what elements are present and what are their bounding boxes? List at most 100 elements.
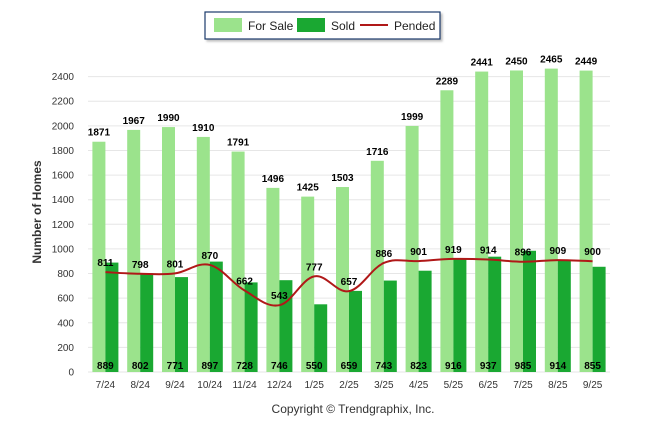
legend-swatch-for-sale [214,18,242,32]
for-sale-value-label: 1503 [331,173,354,184]
for-sale-value-label: 1910 [192,123,215,134]
for-sale-value-label: 2450 [505,56,528,67]
for-sale-bar [440,90,454,373]
for-sale-value-label: 1967 [123,116,146,127]
sold-value-label: 823 [410,361,427,372]
for-sale-value-label: 2441 [471,58,494,69]
y-tick-label: 1000 [52,244,75,255]
sold-value-label: 889 [97,361,114,372]
sold-bar [140,273,154,372]
for-sale-bar [266,187,280,372]
sold-bar [349,290,362,372]
sold-bar [209,261,223,372]
sold-value-label: 916 [445,361,462,372]
sold-value-label: 659 [341,361,358,372]
sold-bar [488,256,502,372]
sold-value-label: 937 [480,361,497,372]
for-sale-bar [196,136,210,372]
pended-value-label: 909 [549,246,566,257]
for-sale-value-label: 1496 [262,174,285,185]
pended-labels: 811 798 801 870 662 543 777 657 886 901 919 914 896 9… [97,245,601,302]
x-tick-label: 11/24 [232,380,257,391]
for-sale-bar [92,141,106,372]
for-sale-value-label: 1425 [297,183,320,194]
y-tick-label: 400 [57,318,74,329]
sold-bar [592,266,606,372]
sold-value-label: 914 [549,361,566,372]
pended-value-label: 777 [306,262,323,273]
x-tick-label: 12/24 [267,380,292,391]
pended-value-label: 662 [236,277,253,288]
copyright-text: Copyright © Trendgraphix, Inc. [272,402,435,416]
pended-value-label: 914 [480,246,497,257]
for-sale-labels: 1871 1967 1990 1910 1791 1496 1425 1503 1716 1999… [88,55,598,194]
sold-bar [383,280,397,372]
pended-value-label: 543 [271,291,288,302]
x-axis-ticks: 7/24 8/24 9/24 10/24 11/24 12/24 1/25 2/25 3/25 4… [96,380,603,391]
pended-value-label: 801 [167,259,184,270]
y-tick-label: 1800 [52,146,75,157]
sold-value-label: 897 [201,361,218,372]
x-tick-label: 1/25 [304,380,324,391]
x-tick-label: 2/25 [339,380,359,391]
x-tick-label: 6/25 [478,380,498,391]
sold-bar [523,250,536,372]
legend-swatch-sold [297,18,325,32]
pended-value-label: 798 [132,260,149,271]
y-tick-label: 2400 [52,72,75,83]
pended-line-group [105,257,593,307]
sold-bar [314,304,328,372]
sold-value-label: 771 [167,361,184,372]
sold-bar [244,282,258,372]
sold-value-label: 985 [515,361,532,372]
sold-value-label: 728 [236,361,253,372]
pended-value-label: 900 [584,247,601,258]
x-tick-label: 8/25 [548,380,568,391]
y-tick-label: 2000 [52,121,75,132]
for-sale-value-label: 1716 [366,147,389,158]
y-axis-ticks: 0 200 400 600 800 1000 1200 1400 1600 1800 2000 220… [52,72,75,378]
x-tick-label: 7/24 [96,380,116,391]
legend-label-for-sale: For Sale [248,19,294,33]
legend: For Sale Sold Pended [204,11,441,40]
sold-labels: 889 802 771 897 728 746 550 659 743 823 916 937 985 9… [97,361,601,372]
for-sale-bar [336,187,349,372]
legend-label-sold: Sold [331,19,355,33]
y-tick-label: 1600 [52,171,75,182]
y-tick-label: 0 [68,368,74,379]
y-tick-label: 600 [57,294,74,305]
pended-value-label: 896 [515,248,532,259]
sold-bar [418,270,432,372]
for-sale-bar [127,129,141,372]
sold-bar [175,277,188,372]
x-tick-label: 4/25 [409,380,429,391]
pended-value-label: 657 [341,277,358,288]
for-sale-value-label: 2449 [575,57,598,68]
for-sale-bar [301,196,315,372]
for-sale-value-label: 1990 [157,113,180,124]
sold-bar [557,259,571,372]
pended-value-label: 870 [201,251,218,262]
for-sale-bar [510,70,523,372]
y-tick-label: 1200 [52,220,75,231]
sold-value-label: 802 [132,361,149,372]
for-sale-value-label: 1791 [227,138,250,149]
legend-label-pended: Pended [394,19,435,33]
for-sale-value-label: 2465 [540,55,563,66]
x-tick-label: 9/25 [583,380,603,391]
for-sale-bar [231,151,245,372]
sold-value-label: 746 [271,361,288,372]
x-tick-label: 5/25 [444,380,464,391]
for-sale-bar [405,125,419,372]
for-sale-bar [475,71,489,373]
for-sale-bar [544,68,558,372]
pended-value-label: 919 [445,245,462,256]
x-tick-label: 10/24 [197,380,222,391]
for-sale-bar [579,70,593,372]
pended-value-label: 886 [375,249,392,260]
for-sale-bar [162,127,175,372]
sold-bar [105,262,119,372]
sold-value-label: 855 [584,361,601,372]
